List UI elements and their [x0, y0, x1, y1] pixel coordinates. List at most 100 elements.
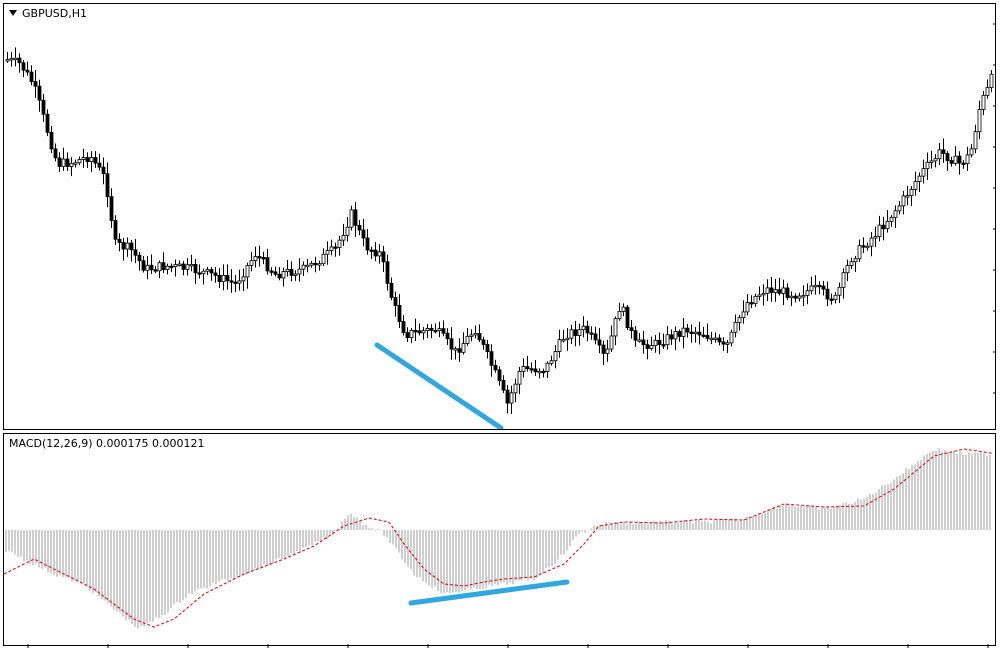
candle-body — [949, 160, 954, 164]
candle-body — [433, 329, 438, 333]
candle-body — [921, 168, 926, 177]
symbol-label[interactable]: GBPUSD,H1 — [9, 7, 87, 20]
candle-body — [593, 333, 598, 341]
candle-body — [45, 113, 50, 133]
candle-body — [985, 87, 990, 96]
price-chart-panel[interactable]: GBPUSD,H1 — [3, 3, 996, 430]
candle-body — [85, 157, 90, 163]
candle-body — [397, 305, 402, 322]
candle-body — [465, 335, 470, 344]
candle-body — [709, 337, 714, 341]
candle-body — [909, 189, 914, 196]
candle-body — [257, 256, 262, 259]
candle-body — [165, 265, 170, 271]
candle-body — [697, 331, 702, 336]
candle-body — [41, 99, 46, 115]
candle-body — [345, 226, 350, 236]
candle-body — [37, 85, 42, 101]
candle-body — [241, 276, 246, 282]
candle-body — [625, 306, 630, 329]
candle-body — [365, 237, 370, 251]
candle-body — [957, 155, 962, 164]
candle-body — [857, 245, 862, 260]
candle-body — [589, 332, 594, 335]
candle-body — [549, 360, 554, 364]
candle-body — [217, 274, 222, 283]
candle-body — [869, 237, 874, 247]
candle-body — [881, 224, 886, 230]
candle-body — [21, 62, 26, 71]
candle-body — [461, 343, 466, 353]
candle-body — [141, 260, 146, 271]
candle-body — [521, 366, 526, 372]
candle-body — [853, 258, 858, 263]
macd-indicator-panel[interactable]: MACD(12,26,9) 0.000175 0.000121 — [3, 433, 996, 646]
candle-body — [765, 287, 770, 294]
candle-body — [673, 331, 678, 340]
candle-body — [901, 195, 906, 207]
candle-body — [249, 260, 254, 266]
candle-body — [265, 257, 270, 272]
candle-body — [57, 157, 62, 167]
candle-body — [809, 285, 814, 292]
candle-body — [741, 311, 746, 319]
candle-body — [325, 250, 330, 255]
candlestick-chart — [5, 23, 995, 429]
candle-body — [373, 249, 378, 257]
candle-body — [793, 295, 798, 299]
candle-body — [701, 334, 706, 337]
candle-body — [293, 273, 298, 276]
candle-body — [25, 69, 30, 73]
candle-body — [953, 155, 958, 164]
candle-body — [641, 339, 646, 346]
candle-body — [201, 270, 206, 275]
candle-body — [649, 345, 654, 349]
candle-body — [513, 383, 518, 394]
candle-body — [349, 209, 354, 228]
candle-body — [497, 369, 502, 381]
candle-body — [61, 158, 66, 167]
candle-body — [105, 173, 110, 198]
candle-body — [813, 284, 818, 288]
candle-body — [301, 264, 306, 270]
candle-body — [817, 284, 822, 288]
candle-body — [889, 216, 894, 222]
candle-body — [665, 334, 670, 346]
candle-body — [537, 370, 542, 374]
candle-body — [737, 317, 742, 323]
candle-body — [329, 246, 334, 252]
candle-body — [929, 160, 934, 163]
candle-body — [805, 290, 810, 296]
candle-body — [733, 322, 738, 333]
candle-body — [421, 330, 426, 334]
candle-body — [609, 335, 614, 350]
triangle-down-icon[interactable] — [9, 10, 17, 16]
candle-body — [477, 333, 482, 341]
candle-body — [645, 344, 650, 349]
candle-body — [157, 262, 162, 272]
candle-body — [525, 366, 530, 370]
candle-body — [597, 339, 602, 346]
candle-body — [305, 264, 310, 268]
candle-body — [277, 273, 282, 279]
candle-body — [829, 298, 834, 301]
candle-body — [509, 392, 514, 404]
candle-body — [253, 256, 258, 261]
symbol-text: GBPUSD,H1 — [22, 7, 87, 20]
candle-body — [917, 175, 922, 182]
candle-body — [229, 280, 234, 283]
candle-body — [205, 269, 210, 272]
candle-body — [173, 264, 178, 268]
candle-body — [777, 289, 782, 294]
candle-body — [113, 220, 118, 240]
candle-body — [97, 162, 102, 168]
candle-body — [933, 158, 938, 162]
candle-body — [897, 205, 902, 212]
candle-body — [533, 368, 538, 373]
candle-body — [337, 239, 342, 248]
candle-body — [653, 339, 658, 347]
candle-body — [961, 162, 966, 166]
candle-body — [565, 337, 570, 341]
candle-body — [17, 57, 22, 64]
candle-body — [505, 389, 510, 404]
